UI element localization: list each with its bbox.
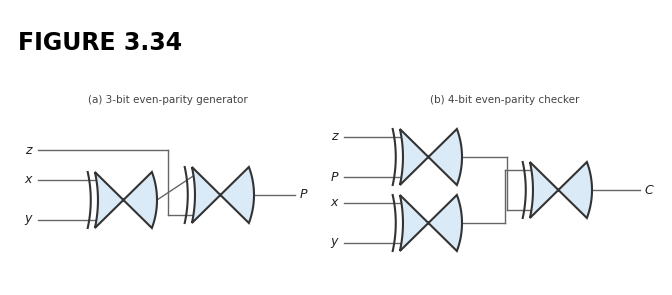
Text: $x$: $x$ [330,196,340,209]
Text: $P$: $P$ [331,171,340,184]
Text: $y$: $y$ [330,236,340,250]
Text: $C$: $C$ [644,183,655,196]
Text: $x$: $x$ [24,173,34,186]
Polygon shape [192,167,254,223]
Text: (a) 3-bit even-parity generator: (a) 3-bit even-parity generator [88,95,248,105]
Text: $z$: $z$ [331,130,340,143]
Text: (b) 4-bit even-parity checker: (b) 4-bit even-parity checker [430,95,580,105]
Polygon shape [400,129,462,185]
Text: $z$: $z$ [25,143,34,157]
Text: $P$: $P$ [299,189,308,201]
Polygon shape [530,162,592,218]
Polygon shape [95,172,157,228]
Text: FIGURE 3.34: FIGURE 3.34 [18,31,182,55]
Text: $y$: $y$ [24,213,34,227]
Polygon shape [400,195,462,251]
